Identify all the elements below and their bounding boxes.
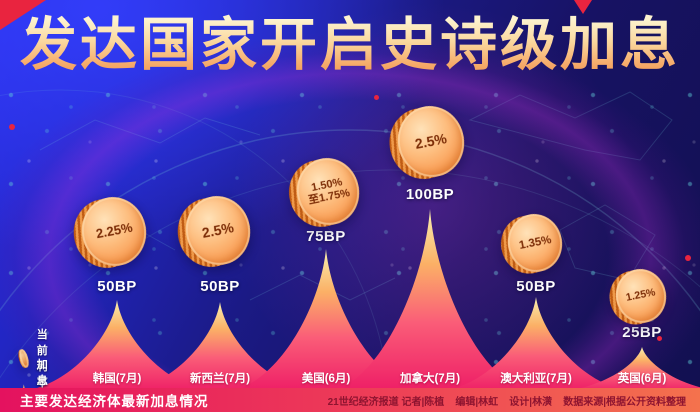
footer-credits: 21世纪经济报道 记者|陈植 编辑|林虹 设计|林潢 数据来源|根据公开资料整理 — [327, 396, 686, 408]
bp-value-label: 50BP — [200, 278, 240, 295]
country-label: 澳大利亚(7月) — [500, 373, 572, 385]
coin-rate-text: 2.25% — [94, 220, 134, 243]
coin-rate-text: 1.35% — [517, 233, 553, 252]
bp-value-label: 75BP — [306, 228, 346, 245]
rate-coin: 1.35% — [494, 208, 569, 280]
rate-coin: 2.5% — [170, 189, 258, 275]
footer-headline: 主要发达经济体最新加息情况 — [20, 394, 209, 409]
coin-rate-text: 2.5% — [413, 130, 449, 153]
country-label: 美国(6月) — [301, 373, 351, 385]
rate-coin: 2.25% — [66, 190, 154, 276]
rate-coin: 1.50% 至1.75% — [282, 151, 367, 233]
legend-current-rate-label: 当前利率 — [36, 329, 49, 389]
country-label: 英国(6月) — [617, 373, 667, 385]
country-label: 新西兰(7月) — [189, 373, 251, 385]
page-title: 发达国家开启史诗级加息 — [0, 13, 700, 79]
country-label: 加拿大(7月) — [399, 373, 461, 385]
bp-value-label: 50BP — [516, 278, 556, 295]
red-dot-decor — [685, 255, 691, 261]
bp-value-label: 25BP — [622, 324, 662, 341]
coin-rate-text: 2.5% — [200, 219, 236, 242]
rate-coin: 1.25% — [603, 263, 672, 330]
rate-coin: 2.5% — [382, 99, 472, 187]
top-triangle-decor — [574, 0, 592, 14]
bp-value-label: 100BP — [405, 186, 455, 203]
red-dot-decor — [9, 124, 15, 130]
country-label: 韩国(7月) — [92, 373, 142, 385]
footer-bar: 主要发达经济体最新加息情况 21世纪经济报道 记者|陈植 编辑|林虹 设计|林潢… — [0, 388, 700, 412]
bp-value-label: 50BP — [97, 278, 137, 295]
coin-rate-text: 1.50% 至1.75% — [307, 176, 351, 207]
coin-rate-text: 1.25% — [625, 286, 657, 304]
red-dot-decor — [374, 95, 379, 100]
